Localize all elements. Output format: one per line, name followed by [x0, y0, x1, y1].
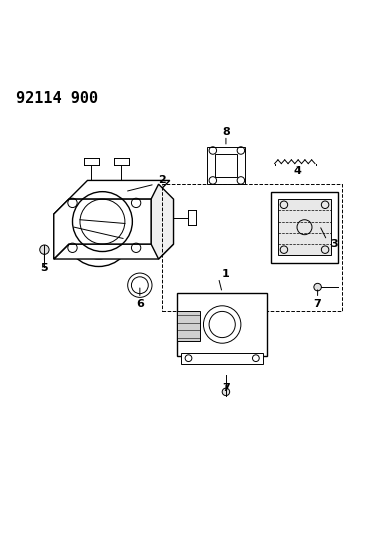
Polygon shape: [181, 352, 264, 364]
Polygon shape: [207, 147, 245, 184]
Polygon shape: [177, 311, 200, 341]
Text: 8: 8: [222, 127, 230, 137]
Polygon shape: [54, 199, 151, 259]
Polygon shape: [271, 192, 338, 263]
Ellipse shape: [222, 388, 230, 395]
Ellipse shape: [40, 245, 49, 254]
Text: 2: 2: [158, 175, 166, 185]
Text: 7: 7: [222, 383, 230, 393]
Polygon shape: [54, 244, 173, 259]
Text: 7: 7: [314, 299, 322, 309]
Polygon shape: [151, 184, 173, 259]
Text: 1: 1: [222, 269, 230, 279]
Text: 3: 3: [331, 239, 338, 249]
Text: 4: 4: [293, 166, 301, 176]
Polygon shape: [54, 199, 69, 259]
Polygon shape: [69, 181, 170, 199]
Polygon shape: [278, 199, 331, 255]
Text: 92114 900: 92114 900: [16, 91, 98, 106]
Text: 5: 5: [41, 263, 48, 273]
Ellipse shape: [314, 284, 321, 291]
Text: 6: 6: [136, 299, 144, 309]
Polygon shape: [215, 154, 237, 176]
Polygon shape: [177, 293, 267, 357]
